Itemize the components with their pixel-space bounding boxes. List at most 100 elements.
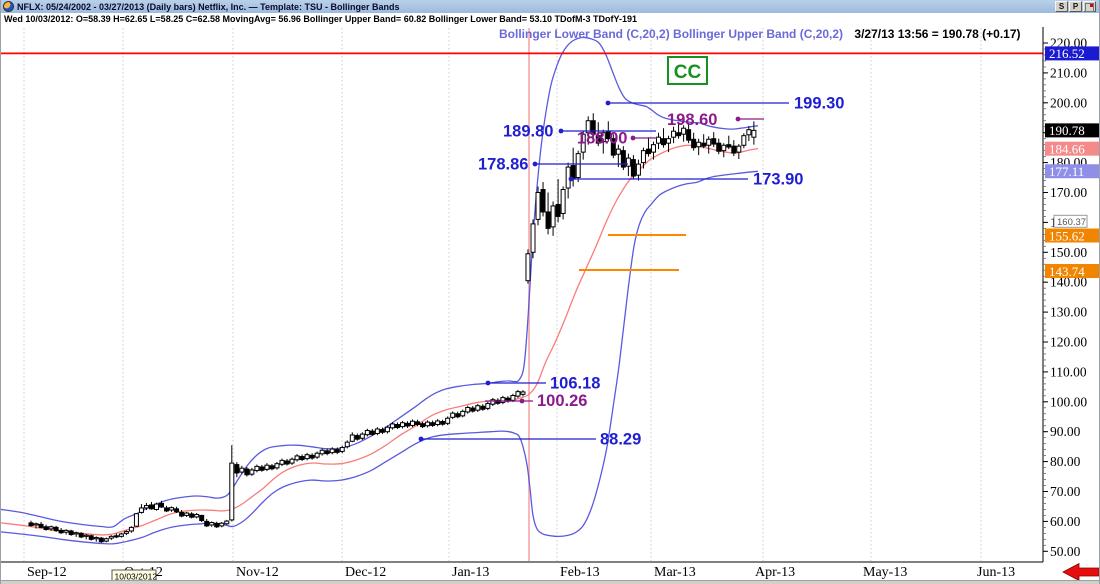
candle-body bbox=[575, 153, 581, 179]
callout-dot bbox=[630, 135, 636, 141]
candle-body bbox=[349, 434, 355, 442]
candle-body bbox=[384, 426, 390, 433]
candle-body bbox=[691, 138, 697, 149]
candle-body bbox=[249, 469, 255, 475]
candle-body bbox=[495, 399, 501, 404]
candle-body bbox=[630, 159, 636, 177]
price-badge-label: 184.66 bbox=[1049, 141, 1085, 156]
candle-body bbox=[535, 192, 541, 220]
moving-average-line bbox=[1, 144, 759, 536]
candle-body bbox=[234, 464, 240, 474]
candle-body bbox=[610, 138, 616, 156]
candle-body bbox=[435, 420, 441, 426]
mini-price-box bbox=[1053, 214, 1088, 228]
candle-body bbox=[736, 145, 742, 153]
month-label: Dec-12 bbox=[345, 565, 386, 580]
candle-body bbox=[194, 514, 200, 518]
candle-body bbox=[359, 433, 365, 439]
price-axis-label: 140.00 bbox=[1050, 275, 1087, 290]
cc-annotation-box bbox=[667, 56, 708, 85]
candle-body bbox=[650, 144, 656, 153]
candlesticks bbox=[28, 113, 757, 543]
callout-dot bbox=[605, 100, 611, 106]
candle-body bbox=[741, 135, 747, 146]
candle-body bbox=[676, 132, 682, 137]
candle-body bbox=[520, 391, 526, 395]
price-badge-label: 216.52 bbox=[1049, 46, 1085, 61]
candle-body bbox=[379, 429, 385, 433]
candle-body bbox=[540, 189, 546, 213]
candle-body bbox=[420, 423, 426, 428]
quote-data-bar: Wed 10/03/2012: O=58.39 H=62.65 L=58.25 … bbox=[1, 13, 1099, 26]
cc-annotation-label: CC bbox=[674, 62, 702, 83]
candle-body bbox=[334, 449, 340, 453]
candle-body bbox=[746, 129, 752, 136]
s-button[interactable]: S bbox=[1055, 1, 1068, 12]
candle-body bbox=[48, 526, 54, 530]
candle-body bbox=[164, 507, 170, 512]
price-badge bbox=[1045, 228, 1099, 243]
callout-label: 88.29 bbox=[600, 431, 641, 449]
candle-body bbox=[671, 130, 677, 138]
candle-body bbox=[510, 395, 516, 401]
candle-body bbox=[289, 458, 295, 464]
price-axis-label: 150.00 bbox=[1050, 245, 1087, 260]
price-badge bbox=[1045, 164, 1099, 179]
candle-body bbox=[580, 133, 586, 153]
candle-body bbox=[319, 449, 325, 455]
candle-body bbox=[525, 253, 531, 282]
candle-body bbox=[224, 520, 230, 525]
callout-dot bbox=[418, 436, 424, 442]
candle-body bbox=[63, 529, 69, 533]
candle-body bbox=[430, 422, 436, 426]
candle-body bbox=[440, 421, 446, 425]
axis-badges: 216.52 190.78 184.66 177.11 155.62 143.74 160.… bbox=[1045, 46, 1099, 279]
price-axis-label: 110.00 bbox=[1050, 364, 1087, 379]
month-label: Mar-13 bbox=[654, 565, 696, 580]
candle-body bbox=[595, 135, 601, 144]
red-arrow-annotation bbox=[1062, 562, 1099, 582]
candle-body bbox=[425, 421, 431, 427]
price-badge-label: 177.11 bbox=[1049, 164, 1084, 179]
lower-bollinger-band-line bbox=[1, 170, 759, 545]
price-axis-label: 170.00 bbox=[1050, 185, 1087, 200]
callout-label: 189.80 bbox=[503, 123, 553, 141]
indicator-legend: Bollinger Lower Band (C,20,2) Bollinger … bbox=[499, 27, 1021, 41]
month-label: Sep-12 bbox=[27, 565, 67, 580]
price-axis-label: 120.00 bbox=[1050, 335, 1087, 350]
candle-body bbox=[174, 508, 180, 513]
candle-body bbox=[264, 464, 270, 470]
candle-body bbox=[445, 417, 451, 424]
candle-body bbox=[43, 526, 49, 530]
chart-tool-button[interactable] bbox=[1083, 1, 1096, 12]
candle-body bbox=[314, 452, 320, 458]
candle-body bbox=[620, 150, 626, 168]
candle-body bbox=[415, 421, 421, 426]
candle-body bbox=[721, 144, 727, 152]
candle-body bbox=[600, 132, 606, 143]
price-axis-label: 90.00 bbox=[1050, 424, 1081, 439]
candle-body bbox=[299, 456, 305, 461]
candle-body bbox=[73, 532, 79, 535]
candle-body bbox=[731, 145, 737, 154]
candle-body bbox=[615, 148, 621, 155]
candle-body bbox=[686, 129, 692, 141]
candle-body bbox=[184, 512, 190, 516]
window-bottom-edge bbox=[1, 580, 1099, 584]
candle-body bbox=[254, 465, 260, 472]
p-button[interactable]: P bbox=[1069, 1, 1082, 12]
candle-body bbox=[716, 142, 722, 152]
price-badge bbox=[1045, 264, 1099, 279]
date-tooltip-label: 10/03/2012 bbox=[115, 572, 158, 582]
candle-body bbox=[214, 522, 220, 528]
candle-body bbox=[269, 465, 275, 470]
candle-body bbox=[93, 537, 99, 540]
price-badge bbox=[1045, 46, 1099, 61]
candle-body bbox=[465, 406, 471, 413]
mini-chart-icon bbox=[1085, 3, 1094, 12]
price-badge-label: 155.62 bbox=[1049, 228, 1085, 243]
candle-body bbox=[645, 148, 651, 155]
candle-body bbox=[68, 530, 74, 536]
